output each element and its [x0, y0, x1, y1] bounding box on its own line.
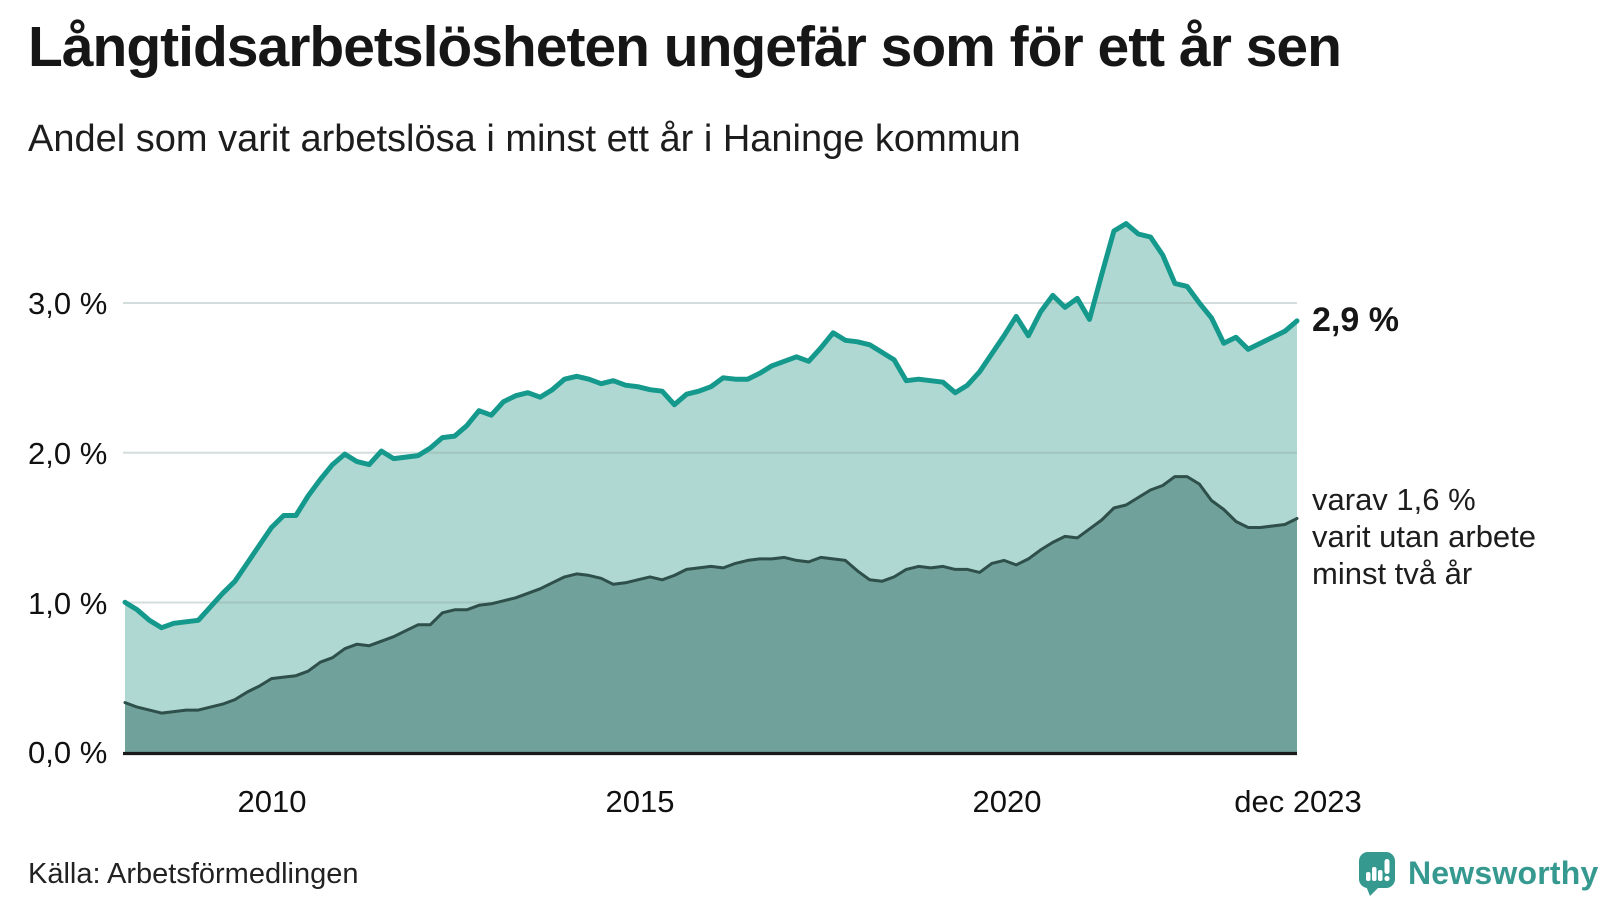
page-subtitle: Andel som varit arbetslösa i minst ett å…: [28, 118, 1021, 160]
page-title: Långtidsarbetslösheten ungefär som för e…: [28, 15, 1342, 79]
x-tick-2015: 2015: [605, 784, 675, 819]
y-tick-3: 3,0 %: [28, 286, 108, 321]
series-min-one-year-line: [122, 221, 1300, 631]
source-attribution: Källa: Arbetsförmedlingen: [28, 858, 359, 890]
x-tick-2010: 2010: [237, 784, 307, 819]
newsworthy-bubble-icon: [1359, 852, 1395, 896]
newsworthy-logo: Newsworthy: [1358, 850, 1598, 896]
secondary-series-label-line2: varit utan arbete: [1312, 519, 1537, 554]
y-tick-1: 1,0 %: [28, 586, 108, 621]
series-min-two-years-area: [125, 476, 1297, 752]
x-tick-2020: 2020: [972, 784, 1042, 819]
secondary-series-label: varav 1,6 % varit utan arbete minst två …: [1312, 481, 1536, 592]
newsworthy-wordmark: Newsworthy: [1408, 854, 1599, 891]
series-min-two-years-line: [123, 475, 1299, 715]
secondary-series-label-line1: varav 1,6 %: [1312, 482, 1476, 517]
latest-value-label: 2,9 %: [1312, 301, 1399, 339]
y-tick-0: 0,0 %: [28, 735, 108, 770]
x-tick-dec-2023: dec 2023: [1234, 784, 1362, 819]
secondary-series-label-line3: minst två år: [1312, 556, 1473, 591]
y-tick-2: 2,0 %: [28, 436, 108, 471]
